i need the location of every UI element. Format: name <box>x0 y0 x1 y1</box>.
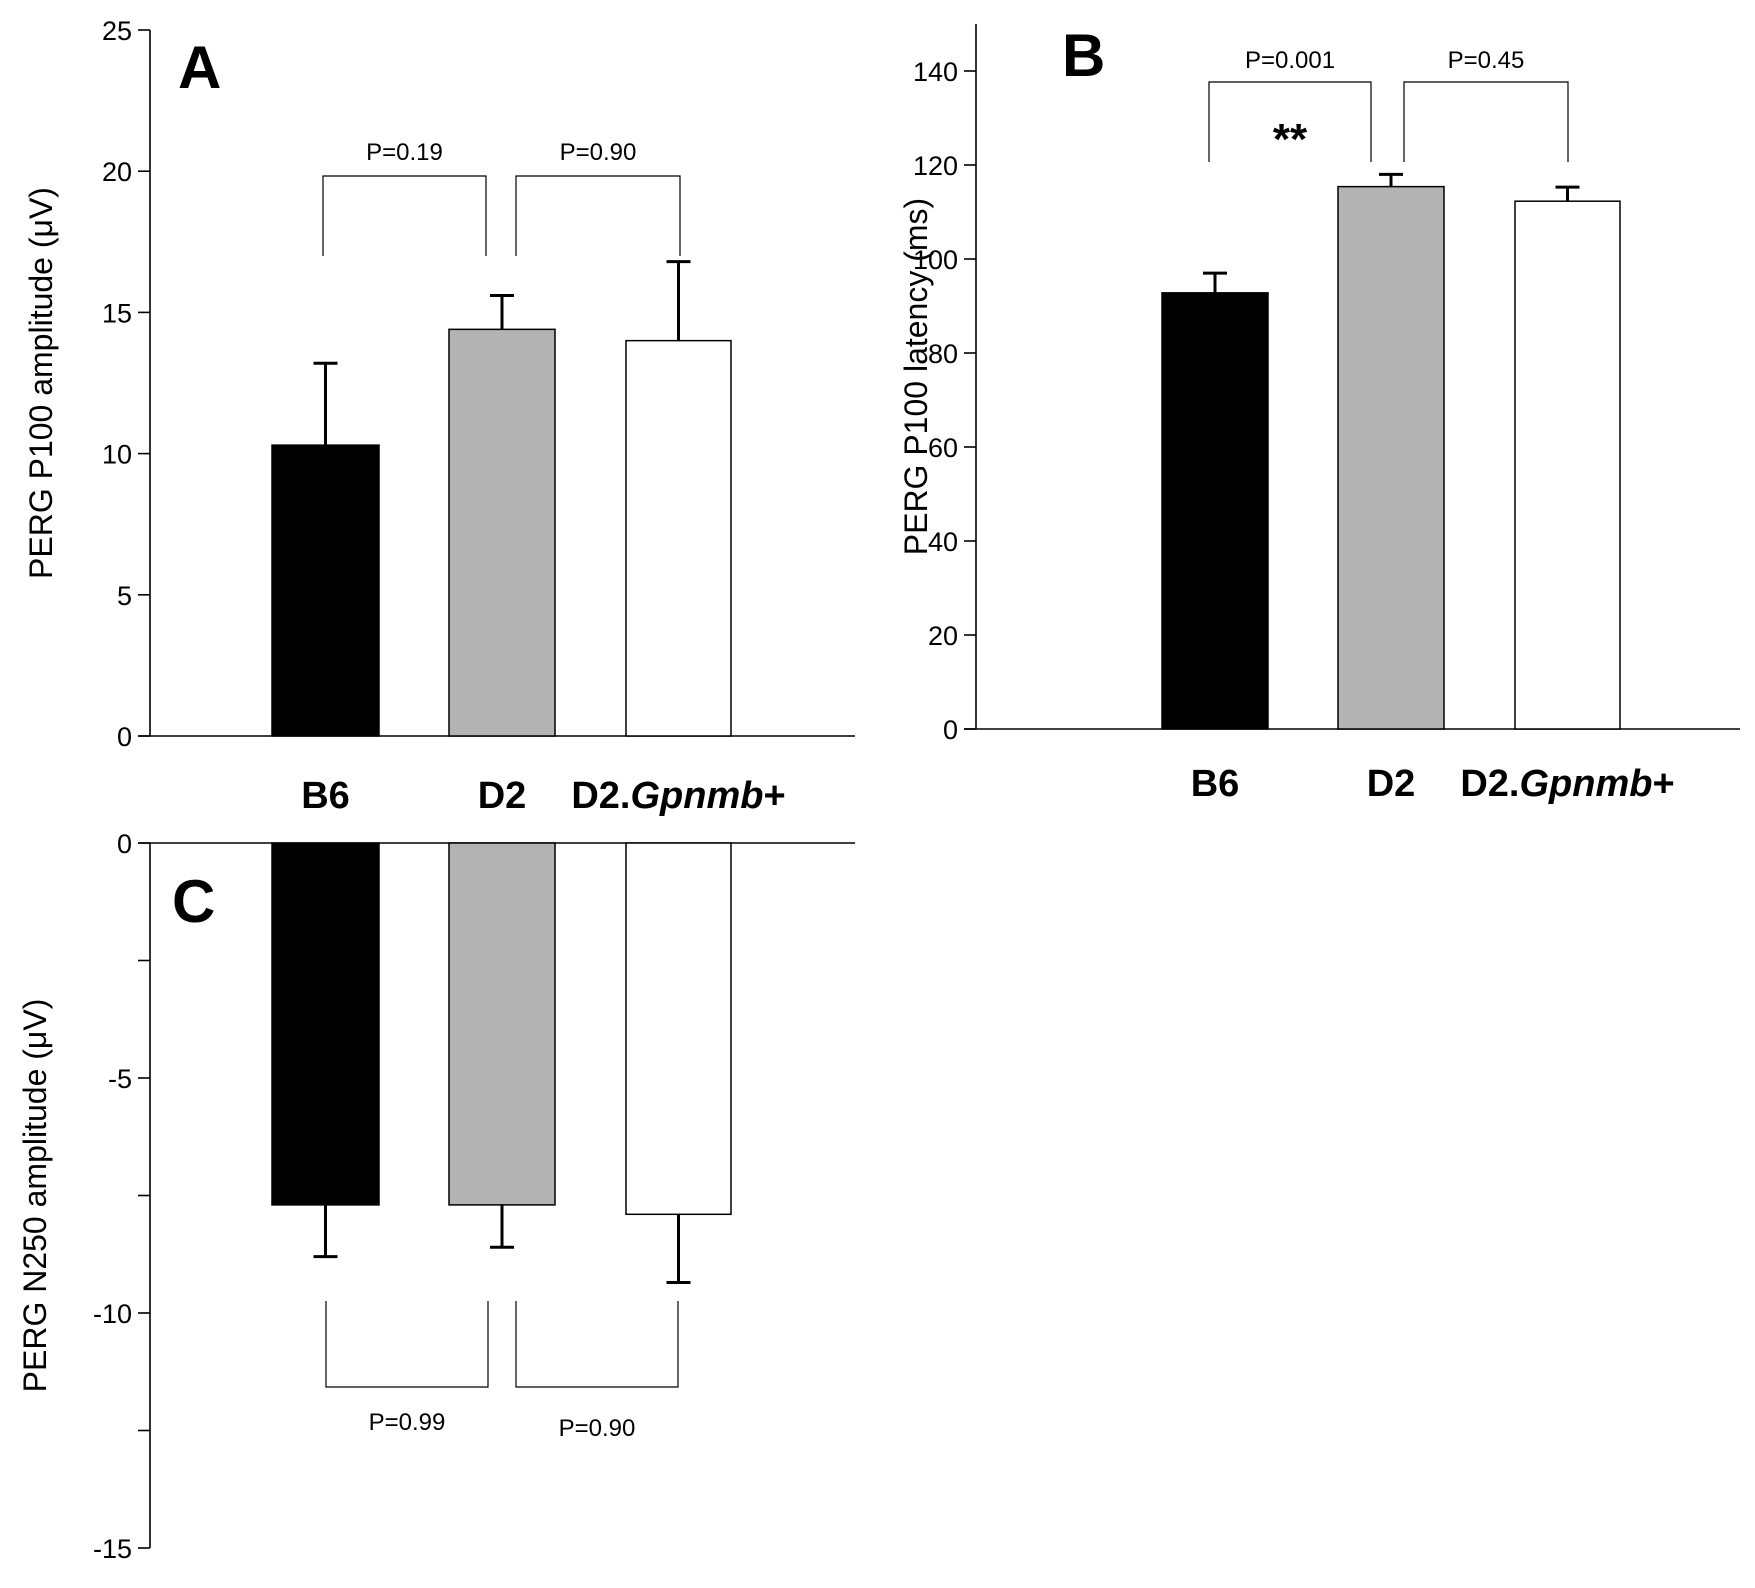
category-label: D2.Gpnmb+ <box>571 775 785 817</box>
bar-d2-gpnmb- <box>625 339 732 737</box>
y-axis-title: PERG P100 latency (ms) <box>898 198 934 555</box>
category-label-suffix: + <box>763 775 785 817</box>
category-label: D2.Gpnmb+ <box>1460 763 1674 805</box>
category-label-prefix: B6 <box>1191 763 1240 805</box>
significance-bracket <box>1208 81 1372 162</box>
category-label-prefix: B6 <box>301 775 350 817</box>
bar-b6 <box>271 444 380 737</box>
y-tick-label: 10 <box>102 440 132 470</box>
p-value-label: P=0.90 <box>560 139 637 166</box>
y-tick-label: 140 <box>913 57 958 87</box>
bar-d2 <box>448 328 556 737</box>
bar-d2-gpnmb- <box>625 842 732 1216</box>
category-label-prefix: D2. <box>571 775 630 817</box>
category-label-suffix: + <box>1652 763 1674 805</box>
significance-bracket <box>325 1301 489 1388</box>
category-label-prefix: D2 <box>478 775 527 817</box>
y-tick-label: 0 <box>117 829 132 859</box>
y-tick-label: 0 <box>943 715 958 745</box>
category-label: B6 <box>301 775 350 817</box>
significance-bracket <box>1403 81 1569 162</box>
panel-c: 0 -5 -10 -15 PERG N250 amplitude (μV) C P=0.99… <box>17 829 855 1564</box>
category-label: D2 <box>478 775 527 817</box>
y-tick-label: 20 <box>928 621 958 651</box>
bar-d2-gpnmb- <box>1514 200 1621 730</box>
bar-b6 <box>1161 292 1269 730</box>
y-tick-label: 100 <box>913 245 958 275</box>
p-value-label: P=0.45 <box>1448 47 1525 74</box>
y-tick-label: -15 <box>93 1534 132 1564</box>
category-label: B6 <box>1191 763 1240 805</box>
category-label-italic: Gpnmb <box>1519 763 1652 805</box>
y-tick-label: 25 <box>102 16 132 46</box>
significance-stars: ** <box>1273 115 1308 164</box>
y-tick-label: 15 <box>102 298 132 328</box>
y-tick-label: 80 <box>928 339 958 369</box>
y-tick-label: 40 <box>928 527 958 557</box>
y-tick-label: 5 <box>117 581 132 611</box>
y-axis-title: PERG N250 amplitude (μV) <box>17 999 53 1393</box>
panel-letter: C <box>172 868 215 935</box>
y-tick-label: 20 <box>102 157 132 187</box>
y-tick-label: 60 <box>928 433 958 463</box>
panel-letter: A <box>178 34 221 101</box>
bar-b6 <box>271 842 380 1206</box>
panel-a: 0 5 10 15 20 25 PERG P100 amplitude (μV) A P=0.1… <box>23 16 855 817</box>
bar-d2 <box>448 842 556 1206</box>
significance-bracket <box>322 175 487 256</box>
y-tick-label: 120 <box>913 151 958 181</box>
category-label-italic: Gpnmb <box>630 775 763 817</box>
y-tick-label: -10 <box>93 1299 132 1329</box>
y-tick-label: -5 <box>108 1064 132 1094</box>
category-label-prefix: D2 <box>1367 763 1416 805</box>
significance-bracket <box>515 1301 679 1388</box>
bar-d2 <box>1337 185 1445 730</box>
y-tick-label: 0 <box>117 722 132 752</box>
p-value-label: P=0.99 <box>369 1409 446 1436</box>
p-value-label: P=0.001 <box>1245 47 1335 74</box>
category-label-prefix: D2. <box>1460 763 1519 805</box>
panel-letter: B <box>1062 22 1105 89</box>
p-value-label: P=0.90 <box>559 1415 636 1442</box>
panel-b: 0 20 40 60 80 100 120 140 PERG P100 latency (ms)… <box>898 22 1740 805</box>
y-axis-title: PERG P100 amplitude (μV) <box>23 187 59 579</box>
category-label: D2 <box>1367 763 1416 805</box>
p-value-label: P=0.19 <box>366 139 443 166</box>
significance-bracket <box>515 175 681 256</box>
